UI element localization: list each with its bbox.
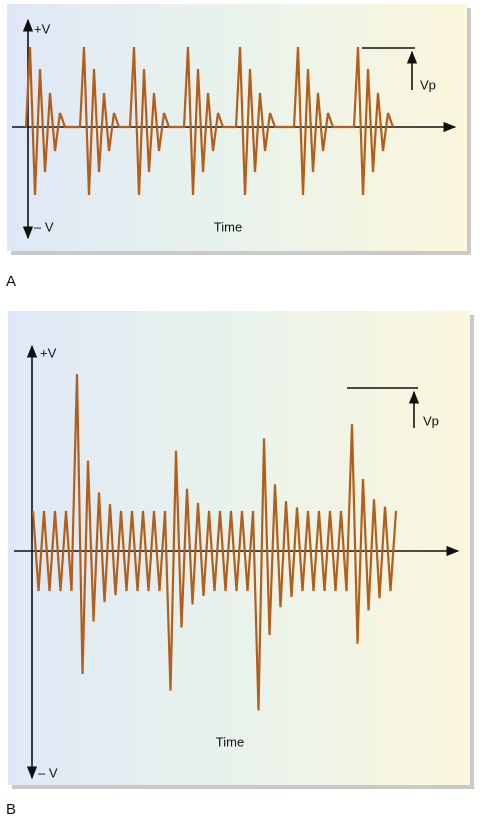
panel-label: A [6,273,16,290]
panel-label: B [6,801,16,818]
x-axis-label: Time [216,734,244,749]
waveform [24,46,395,196]
panel-a: +V – V Time Vp A [6,4,471,290]
peak-label: Vp [420,77,436,92]
y-positive-label: +V [34,21,51,36]
y-negative-label: – V [38,765,58,780]
x-axis-label: Time [214,219,242,234]
peak-label: Vp [423,413,439,428]
y-positive-label: +V [40,345,57,360]
panel-b: +V – V Time Vp B [6,311,474,818]
y-negative-label: – V [34,219,54,234]
waveform [31,374,398,711]
